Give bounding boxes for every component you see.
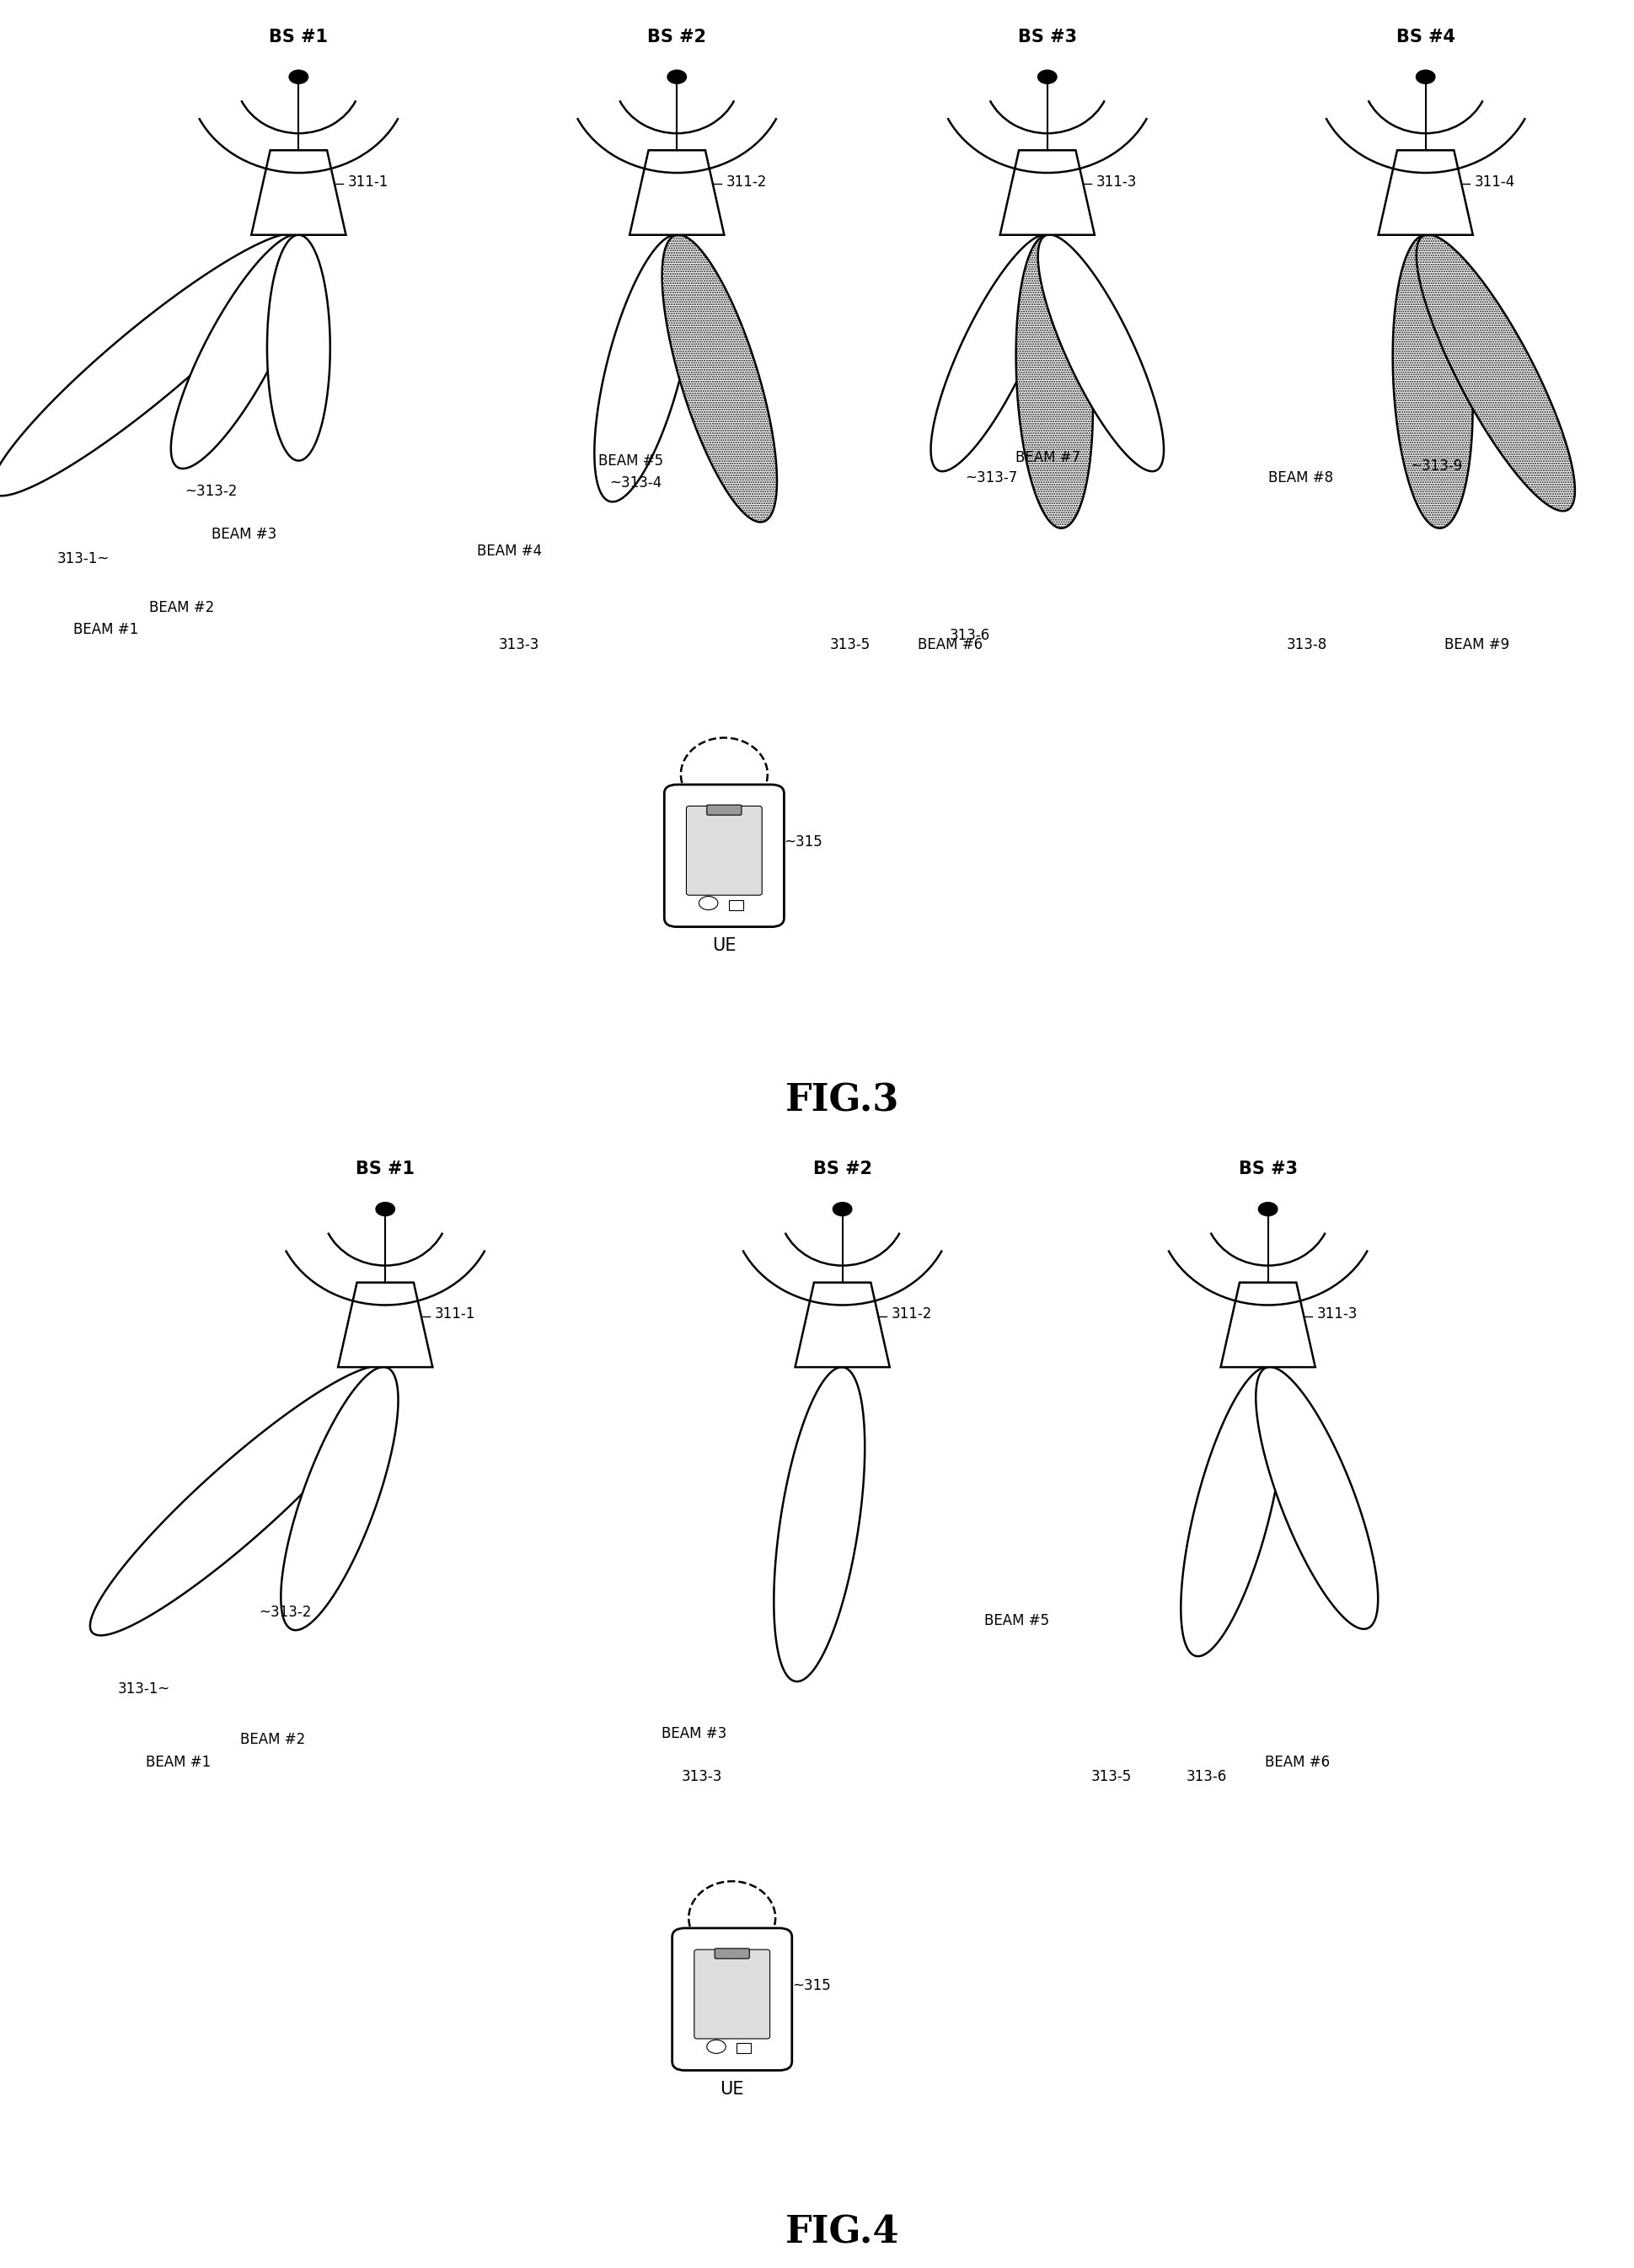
Text: 313-5: 313-5	[1092, 1769, 1132, 1785]
Text: 311-4: 311-4	[1474, 175, 1515, 191]
Text: FIG.3: FIG.3	[786, 1082, 899, 1118]
Polygon shape	[1181, 1368, 1284, 1656]
FancyBboxPatch shape	[714, 1948, 750, 1960]
Text: 313-8: 313-8	[1288, 637, 1327, 653]
Circle shape	[833, 1202, 851, 1216]
Text: ~313-2: ~313-2	[185, 483, 237, 499]
Polygon shape	[662, 236, 776, 522]
Polygon shape	[1257, 1368, 1377, 1628]
Text: BEAM #2: BEAM #2	[149, 599, 214, 615]
Polygon shape	[90, 1365, 389, 1635]
Text: BS #2: BS #2	[647, 27, 706, 45]
Polygon shape	[775, 1368, 864, 1681]
Polygon shape	[266, 236, 330, 460]
Polygon shape	[796, 1281, 889, 1368]
Polygon shape	[172, 234, 307, 469]
Circle shape	[708, 2039, 725, 2053]
Text: BS #1: BS #1	[356, 1161, 415, 1177]
Circle shape	[1417, 70, 1435, 84]
Polygon shape	[0, 234, 302, 497]
Bar	[737, 2043, 752, 2053]
Text: ~313-9: ~313-9	[1410, 458, 1462, 474]
Text: 311-1: 311-1	[348, 175, 389, 191]
Text: BS #1: BS #1	[270, 27, 328, 45]
Text: 311-1: 311-1	[435, 1306, 475, 1322]
FancyBboxPatch shape	[686, 805, 761, 896]
Text: BEAM #7: BEAM #7	[1016, 449, 1080, 465]
Text: ~313-2: ~313-2	[260, 1603, 312, 1619]
Circle shape	[667, 70, 686, 84]
Text: BEAM #6: BEAM #6	[1265, 1755, 1330, 1769]
Text: BS #4: BS #4	[1395, 27, 1456, 45]
Text: 313-1~: 313-1~	[118, 1681, 170, 1696]
Text: ~313-7: ~313-7	[966, 469, 1018, 485]
FancyBboxPatch shape	[694, 1950, 770, 2039]
Text: 313-6: 313-6	[1186, 1769, 1227, 1785]
Text: BEAM #3: BEAM #3	[662, 1726, 725, 1742]
Circle shape	[699, 896, 717, 909]
FancyBboxPatch shape	[672, 1928, 792, 2071]
Polygon shape	[1379, 150, 1472, 236]
Polygon shape	[629, 150, 724, 236]
Polygon shape	[1221, 1281, 1315, 1368]
Polygon shape	[252, 150, 346, 236]
Circle shape	[1258, 1202, 1278, 1216]
Polygon shape	[1392, 236, 1472, 528]
Text: BEAM #3: BEAM #3	[212, 526, 278, 542]
Text: ~315: ~315	[792, 1978, 830, 1994]
Circle shape	[1038, 70, 1057, 84]
Text: 313-6: 313-6	[949, 628, 990, 644]
Text: 311-2: 311-2	[725, 175, 766, 191]
Text: BS #2: BS #2	[812, 1161, 873, 1177]
FancyBboxPatch shape	[708, 805, 742, 814]
Text: 313-3: 313-3	[681, 1769, 722, 1785]
Text: BS #3: BS #3	[1239, 1161, 1297, 1177]
Text: FIG.4: FIG.4	[786, 2216, 899, 2250]
Bar	[729, 900, 743, 909]
Text: UE: UE	[712, 937, 737, 955]
Text: 313-3: 313-3	[498, 637, 539, 653]
Text: ~313-4: ~313-4	[609, 476, 662, 490]
Text: BEAM #6: BEAM #6	[918, 637, 984, 653]
Text: 311-3: 311-3	[1096, 175, 1137, 191]
Text: 311-3: 311-3	[1317, 1306, 1358, 1322]
Text: BEAM #8: BEAM #8	[1268, 469, 1333, 485]
Polygon shape	[1016, 236, 1093, 528]
Circle shape	[289, 70, 309, 84]
Text: 313-5: 313-5	[830, 637, 871, 653]
FancyBboxPatch shape	[665, 785, 784, 928]
Text: BEAM #4: BEAM #4	[477, 544, 542, 558]
Text: BEAM #5: BEAM #5	[598, 454, 663, 467]
Polygon shape	[595, 236, 694, 501]
Text: BEAM #5: BEAM #5	[984, 1613, 1049, 1628]
Text: 313-1~: 313-1~	[57, 551, 109, 567]
Polygon shape	[1417, 234, 1575, 510]
Polygon shape	[338, 1281, 433, 1368]
Text: 311-2: 311-2	[891, 1306, 931, 1322]
Text: BEAM #9: BEAM #9	[1444, 637, 1510, 653]
Circle shape	[376, 1202, 395, 1216]
Text: UE: UE	[721, 2080, 743, 2098]
Text: BEAM #1: BEAM #1	[74, 621, 139, 637]
Polygon shape	[1000, 150, 1095, 236]
Text: BEAM #1: BEAM #1	[145, 1755, 211, 1769]
Polygon shape	[931, 234, 1057, 472]
Polygon shape	[281, 1368, 399, 1631]
Text: BS #3: BS #3	[1018, 27, 1077, 45]
Polygon shape	[1038, 234, 1163, 472]
Text: ~315: ~315	[784, 835, 822, 850]
Text: BEAM #2: BEAM #2	[240, 1733, 306, 1746]
